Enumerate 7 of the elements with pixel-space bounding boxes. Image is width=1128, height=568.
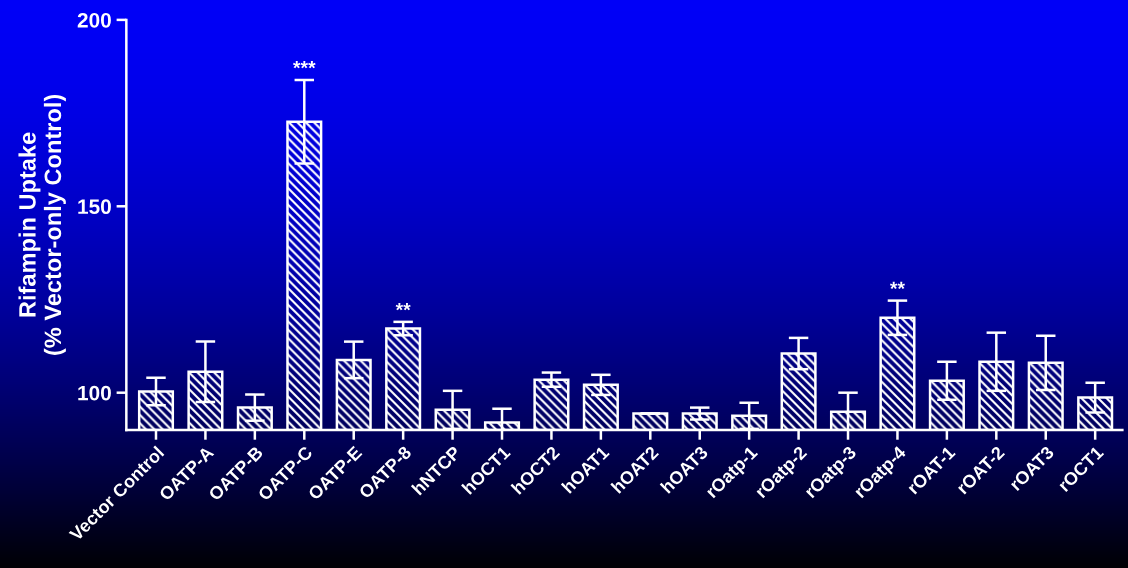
- y-tick-label: 100: [78, 385, 111, 401]
- annotation: ***: [292, 61, 316, 69]
- y-tick-label: 150: [78, 199, 111, 215]
- annotation: **: [889, 281, 905, 290]
- y-tick-label: 200: [77, 12, 111, 28]
- y-axis-title: Rifampin Uptake (% Vector-only Control): [18, 94, 66, 355]
- annotation: **: [395, 303, 411, 311]
